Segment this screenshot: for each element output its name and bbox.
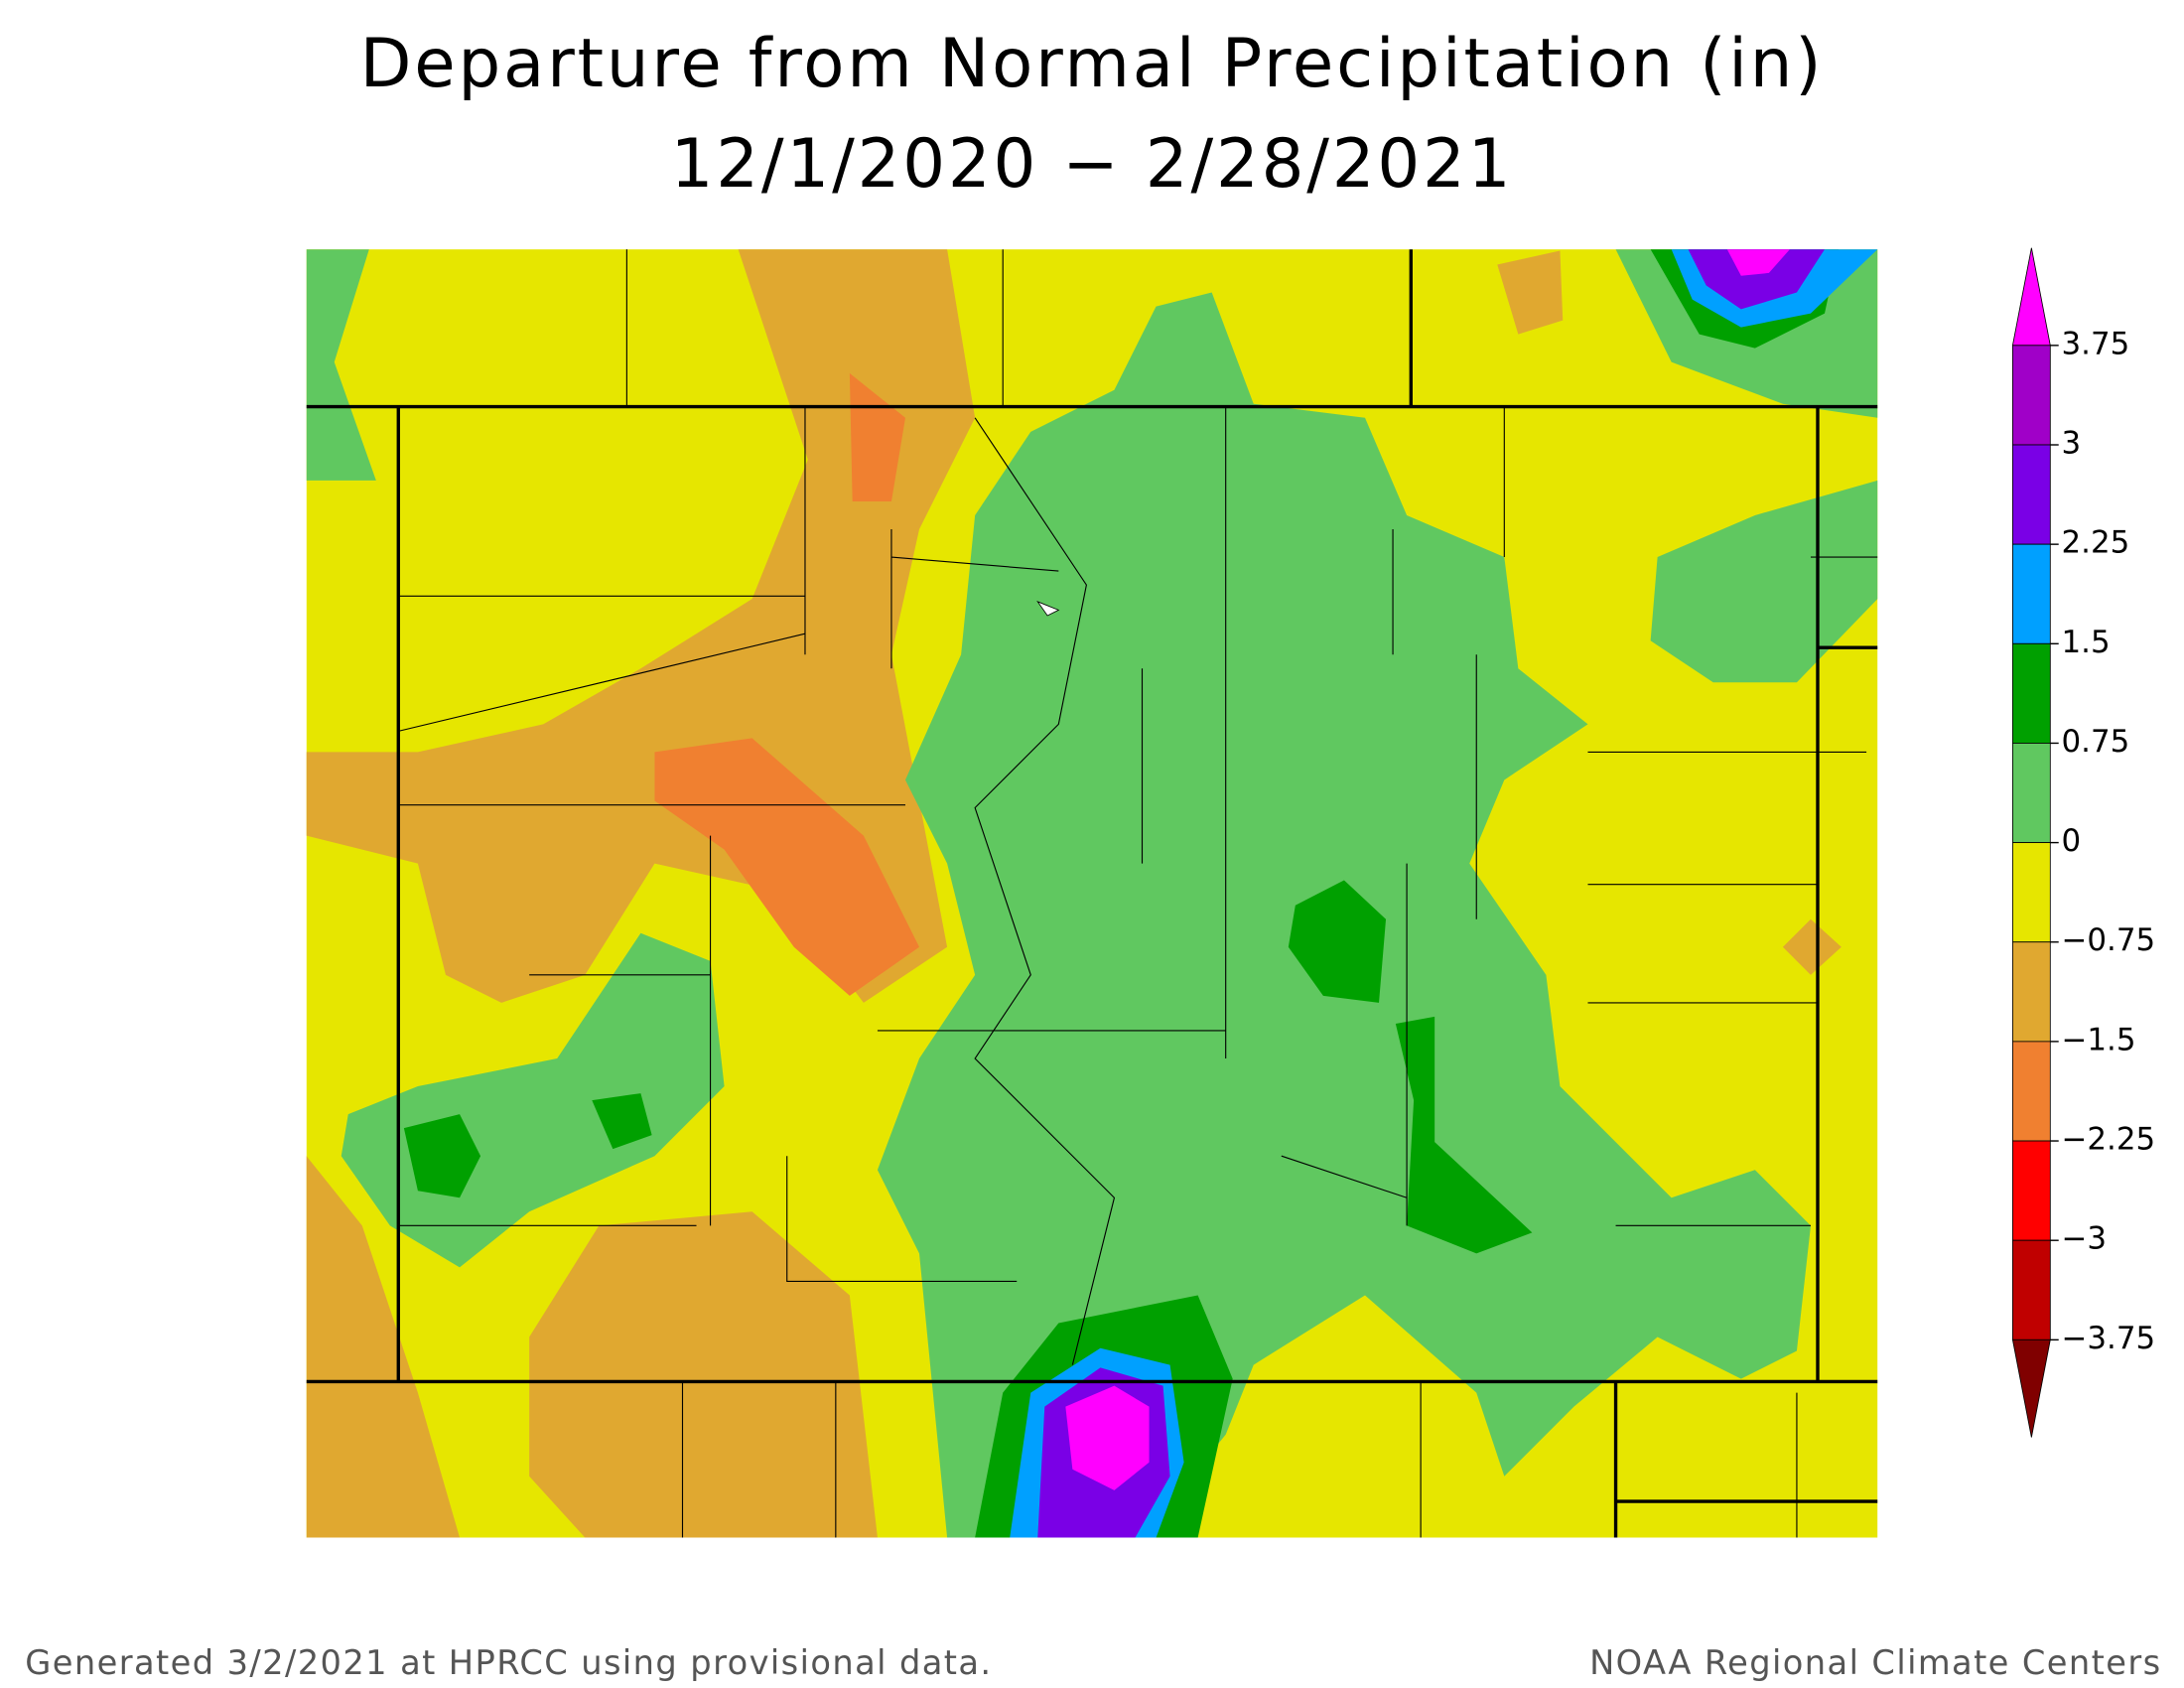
- legend-swatch: [2012, 444, 2051, 545]
- title: Departure from Normal Precipitation (in): [360, 25, 1825, 102]
- legend-tick-label: 0.75: [2062, 724, 2130, 760]
- lake: [1036, 601, 1060, 617]
- legend-tick-label: −1.5: [2062, 1022, 2136, 1057]
- legend-tick-label: −3: [2062, 1221, 2108, 1257]
- wet-region: [306, 249, 1878, 1268]
- legend-swatch: [2012, 842, 2051, 943]
- legend-swatch: [2012, 1140, 2051, 1241]
- legend-tick-label: 2.25: [2062, 525, 2130, 561]
- legend-tick-label: 0: [2062, 823, 2082, 859]
- legend-tick-label: −3.75: [2062, 1321, 2156, 1356]
- legend-swatch: [2011, 1338, 2051, 1438]
- legend-tick-label: −0.75: [2062, 922, 2156, 958]
- legend-swatch: [2012, 345, 2051, 446]
- legend-swatch: [2011, 247, 2051, 347]
- footer-left: Generated 3/2/2021 at HPRCC using provis…: [25, 1643, 992, 1682]
- legend-swatch: [2012, 642, 2051, 744]
- footer-right: NOAA Regional Climate Centers: [1589, 1643, 2161, 1682]
- legend-tick-label: −2.25: [2062, 1122, 2156, 1158]
- legend-tick-label: 3.75: [2062, 326, 2130, 361]
- legend-tick-label: 1.5: [2062, 625, 2111, 660]
- legend-swatch: [2012, 1041, 2051, 1142]
- legend-swatch: [2012, 941, 2051, 1043]
- very-dry-region: [654, 372, 920, 996]
- map: [306, 249, 1878, 1538]
- legend-swatch: [2012, 543, 2051, 644]
- legend-swatch: [2012, 1239, 2051, 1340]
- legend: 3.75 3 2.25 1.5 0.75 0 −0.75 −1.5 −2.25 −3 −3.75: [2011, 247, 2156, 1438]
- legend-tick-label: 3: [2062, 426, 2082, 462]
- very-wet-region: [403, 249, 1840, 1538]
- subtitle: 12/1/2020 − 2/28/2021: [671, 125, 1514, 203]
- legend-swatch: [2012, 743, 2051, 844]
